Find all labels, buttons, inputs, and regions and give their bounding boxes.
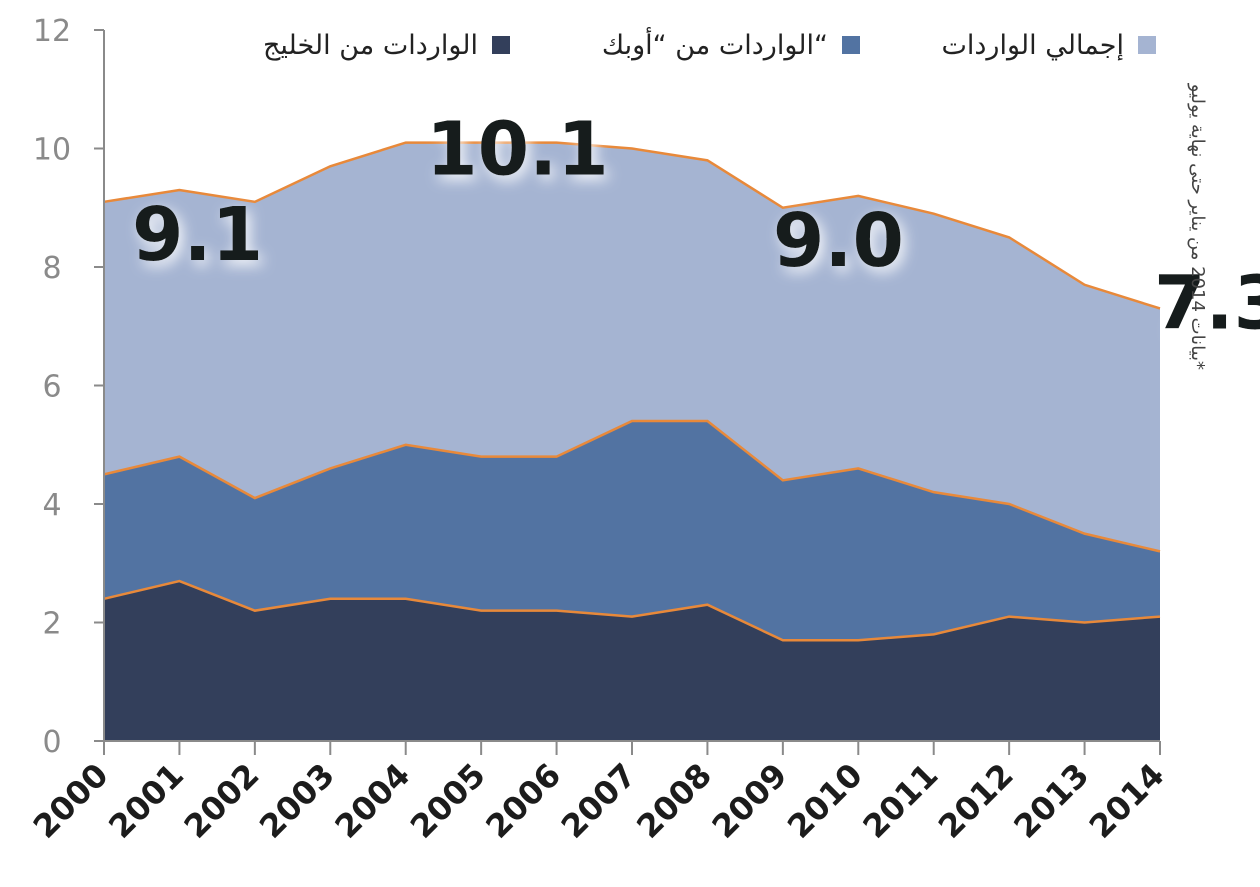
area-layers [104, 142, 1160, 741]
legend-swatch-total [1138, 36, 1156, 54]
x-tick-label: 2000 [26, 756, 116, 846]
value-annotations: 9.1 10.1 9.0 7.3 [132, 107, 1260, 347]
legend-swatch-opec [842, 36, 860, 54]
y-tick-label: 2 [42, 607, 61, 642]
series-outlines [103, 141, 1161, 642]
legend-swatch-gulf [492, 36, 510, 54]
line-opec [103, 419, 1161, 553]
legend-label-opec: الواردات من “أوبك“ [602, 26, 828, 61]
x-tick-label: 2009 [705, 756, 795, 846]
line-gulf [103, 579, 1161, 642]
y-tick-label: 12 [33, 14, 71, 49]
y-tick-label: 8 [42, 251, 61, 286]
annotation-2005: 10.1 [426, 107, 609, 193]
x-tick-label: 2004 [328, 756, 418, 846]
y-tick-label: 4 [42, 488, 61, 523]
annotation-2000: 9.1 [132, 192, 263, 278]
y-tick-label: 10 [33, 133, 71, 168]
x-tick-label: 2002 [177, 756, 267, 846]
y-axis-ticks: 0 2 4 6 8 10 12 [33, 14, 104, 760]
legend-label-total: إجمالي الواردات [941, 30, 1124, 61]
line-total [103, 141, 1161, 310]
x-tick-label: 2013 [1006, 756, 1096, 846]
x-tick-label: 2005 [403, 756, 493, 846]
x-tick-label: 2007 [554, 756, 644, 846]
annotation-2014: 7.3 [1154, 260, 1260, 346]
annotation-2009: 9.0 [773, 198, 904, 284]
footnote: *بيانات 2014 من يناير حتى نهاية يوليو [1187, 83, 1208, 370]
area-gulf [104, 581, 1160, 741]
y-tick-label: 0 [42, 725, 61, 760]
x-tick-label: 2014 [1082, 756, 1172, 846]
legend-label-gulf: الواردات من الخليج [263, 30, 478, 61]
x-tick-label: 2003 [252, 756, 342, 846]
x-tick-label: 2011 [856, 756, 946, 846]
legend: إجمالي الواردات الواردات من “أوبك“ الواردا… [263, 26, 1156, 61]
x-tick-label: 2006 [478, 756, 568, 846]
x-tick-label: 2010 [780, 756, 870, 846]
x-tick-label: 2008 [629, 756, 719, 846]
y-tick-label: 6 [42, 370, 61, 405]
x-tick-label: 2001 [101, 756, 191, 846]
x-axis-ticks: 2000200120022003200420052006200720082009… [26, 741, 1172, 846]
x-tick-label: 2012 [931, 756, 1021, 846]
